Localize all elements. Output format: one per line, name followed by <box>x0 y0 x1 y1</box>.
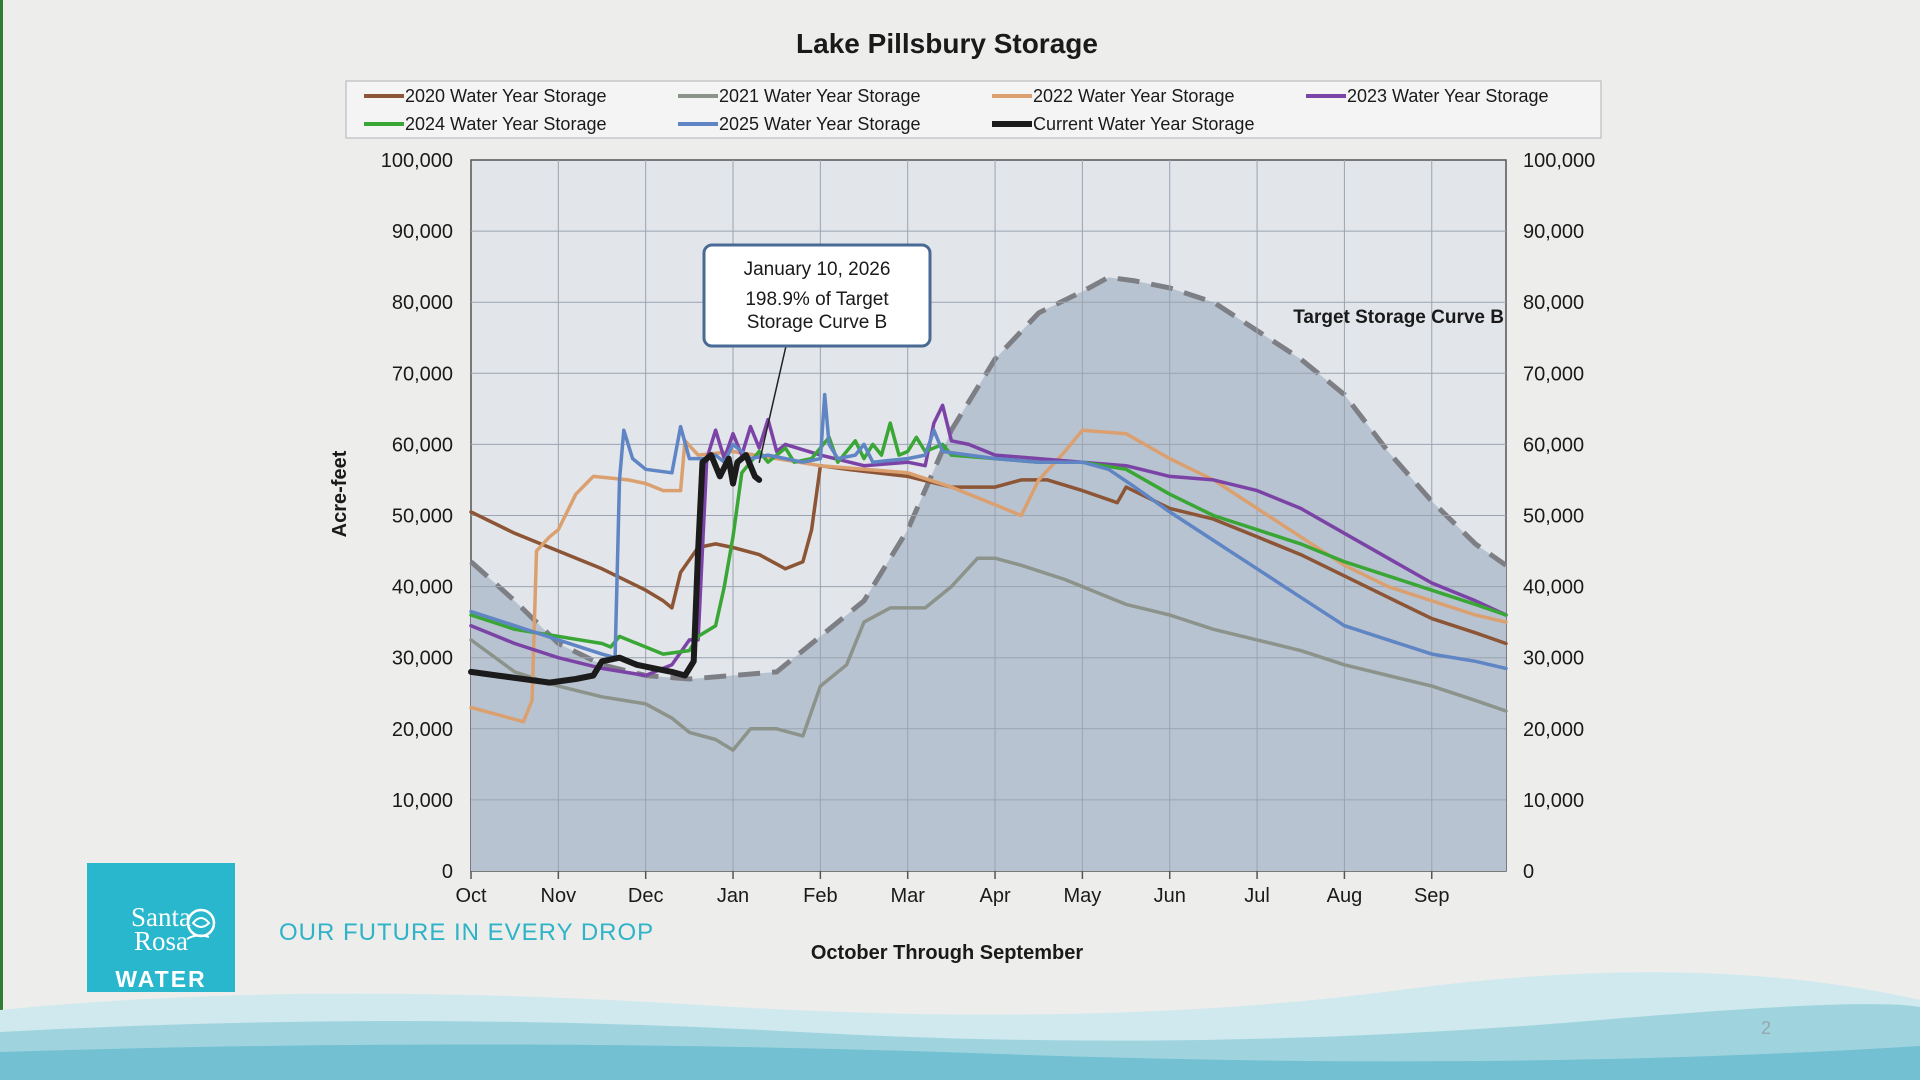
slide-border <box>0 0 3 1080</box>
y-tick-label-left: 40,000 <box>392 577 453 599</box>
target-curve-label: Target Storage Curve B <box>1293 307 1504 328</box>
series-layer <box>468 392 1508 752</box>
y-tick-label-right: 10,000 <box>1523 790 1584 812</box>
x-tick-label-feb: Feb <box>803 885 837 907</box>
series-line-current-water-year-storage <box>468 452 763 686</box>
y-tick-label-right: 70,000 <box>1523 363 1584 385</box>
logo-line1: Santa <box>131 902 191 932</box>
series-line-2022-water-year-storage <box>469 428 1508 724</box>
tagline: OUR FUTURE IN EVERY DROP <box>279 919 655 946</box>
legend-label-2022-water-year-storage: 2022 Water Year Storage <box>1033 86 1234 106</box>
y-axis-left: 0 10,000 20,000 30,000 40,000 50,000 60,000 70,… <box>381 150 453 883</box>
target-curve-area <box>471 277 1506 871</box>
y-axis-label: Acre-feet <box>329 450 351 537</box>
y-tick-label-right: 50,000 <box>1523 506 1584 528</box>
y-tick-label-left: 80,000 <box>392 292 453 314</box>
y-tick-label-left: 50,000 <box>392 506 453 528</box>
x-tick-label-jan: Jan <box>717 885 749 907</box>
x-tick-label-may: May <box>1063 885 1101 907</box>
y-tick-label-right: 0 <box>1523 861 1534 883</box>
y-tick-label-left: 10,000 <box>392 790 453 812</box>
annotation-callout: January 10, 2026 198.9% of Target Storag… <box>702 243 932 464</box>
callout-box <box>702 243 932 348</box>
footer-waves <box>0 972 1920 1080</box>
legend-label-2025-water-year-storage: 2025 Water Year Storage <box>719 114 920 134</box>
chart-legend: 2020 Water Year Storage 2021 Water Year S… <box>345 80 1602 139</box>
x-axis-label: October Through September <box>811 942 1083 964</box>
y-tick-label-left: 90,000 <box>392 221 453 243</box>
santa-rosa-water-logo: Santa Rosa WATER <box>87 863 235 992</box>
y-tick-label-left: 60,000 <box>392 434 453 456</box>
chart-title: Lake Pillsbury Storage <box>796 28 1098 59</box>
y-tick-label-right: 60,000 <box>1523 434 1584 456</box>
x-tick-label-aug: Aug <box>1327 885 1363 907</box>
logo-wordmark: Santa Rosa <box>87 902 235 956</box>
y-tick-label-right: 40,000 <box>1523 577 1584 599</box>
x-tick-label-jun: Jun <box>1154 885 1186 907</box>
series-line-2021-water-year-storage <box>469 556 1508 752</box>
series-line-2024-water-year-storage <box>469 421 1508 656</box>
series-line-2020-water-year-storage <box>469 463 1508 646</box>
x-axis: Oct Nov Dec Jan Feb Mar Apr May Jun Jul Aug Sep <box>455 871 1450 907</box>
y-tick-label-left: 70,000 <box>392 363 453 385</box>
y-tick-label-left: 100,000 <box>381 150 453 172</box>
y-tick-label-right: 100,000 <box>1523 150 1595 172</box>
y-tick-label-right: 20,000 <box>1523 719 1584 741</box>
rose-icon <box>186 908 216 940</box>
x-tick-label-mar: Mar <box>890 885 925 907</box>
y-axis-right: 0 10,000 20,000 30,000 40,000 50,000 60,000 70,… <box>1523 150 1595 883</box>
callout-line2: Storage Curve B <box>747 312 887 333</box>
callout-date: January 10, 2026 <box>744 259 891 280</box>
target-curve-layer <box>469 274 1508 871</box>
x-tick-label-sep: Sep <box>1414 885 1450 907</box>
legend-label-2020-water-year-storage: 2020 Water Year Storage <box>405 86 606 106</box>
legend-label-2023-water-year-storage: 2023 Water Year Storage <box>1347 86 1548 106</box>
legend-label-2021-water-year-storage: 2021 Water Year Storage <box>719 86 920 106</box>
callout-line1: 198.9% of Target <box>745 289 889 310</box>
y-tick-label-left: 20,000 <box>392 719 453 741</box>
legend-label-current-water-year-storage: Current Water Year Storage <box>1033 114 1254 134</box>
y-tick-label-right: 30,000 <box>1523 648 1584 670</box>
y-tick-label-right: 90,000 <box>1523 221 1584 243</box>
x-tick-label-oct: Oct <box>455 885 487 907</box>
callout-pointer <box>758 345 787 464</box>
x-tick-label-apr: Apr <box>979 885 1010 907</box>
series-line-2025-water-year-storage <box>469 392 1508 671</box>
logo-water: WATER <box>87 967 235 992</box>
logo-line2: Rosa <box>134 926 188 956</box>
y-tick-label-left: 30,000 <box>392 648 453 670</box>
target-curve-line <box>469 274 1508 682</box>
x-tick-label-nov: Nov <box>541 885 577 907</box>
x-tick-label-dec: Dec <box>628 885 664 907</box>
page-number: 2 <box>1761 1018 1772 1038</box>
y-tick-label-left: 0 <box>442 861 453 883</box>
y-tick-label-right: 80,000 <box>1523 292 1584 314</box>
x-tick-label-jul: Jul <box>1244 885 1270 907</box>
legend-label-2024-water-year-storage: 2024 Water Year Storage <box>405 114 606 134</box>
